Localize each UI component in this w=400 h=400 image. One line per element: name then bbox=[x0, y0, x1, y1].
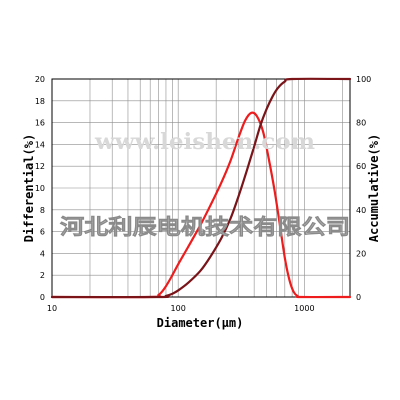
watermark-cjk: 河北利辰电机技术有限公司 bbox=[60, 215, 350, 239]
left-tick-label: 10 bbox=[35, 184, 45, 193]
left-tick-label: 18 bbox=[35, 97, 45, 106]
left-tick-label: 12 bbox=[35, 162, 45, 171]
left-tick-label: 8 bbox=[40, 206, 45, 215]
right-tick-label: 60 bbox=[356, 162, 366, 171]
left-axis-title: Differential(%) bbox=[22, 134, 36, 242]
left-tick-label: 2 bbox=[40, 271, 45, 280]
right-tick-label: 80 bbox=[356, 119, 366, 128]
x-axis-title: Diameter(μm) bbox=[157, 316, 244, 330]
right-tick-label: 0 bbox=[356, 293, 361, 302]
left-tick-label: 6 bbox=[40, 228, 45, 237]
watermark-latin: www.leishen.com bbox=[94, 129, 315, 155]
plot-frame bbox=[51, 78, 351, 298]
x-tick-label: 10 bbox=[47, 304, 57, 313]
x-tick-label: 100 bbox=[171, 304, 186, 313]
right-tick-label: 20 bbox=[356, 249, 366, 258]
x-tick-label: 1000 bbox=[294, 304, 314, 313]
left-tick-label: 20 bbox=[35, 75, 45, 84]
accumulative-curve bbox=[50, 77, 352, 299]
right-tick-label: 40 bbox=[356, 206, 366, 215]
curves bbox=[50, 77, 352, 299]
x-axis-ticks: 10 100 1000 bbox=[47, 304, 315, 313]
left-tick-label: 14 bbox=[35, 140, 45, 149]
left-tick-label: 16 bbox=[35, 119, 45, 128]
grid bbox=[51, 78, 350, 298]
right-tick-label: 100 bbox=[356, 75, 371, 84]
left-tick-label: 0 bbox=[40, 293, 45, 302]
right-axis-ticks: 0 20 40 60 80 100 bbox=[356, 75, 371, 302]
right-axis-title: Accumulative(%) bbox=[367, 134, 381, 242]
left-axis-ticks: 0 2 4 6 8 10 12 14 16 18 20 bbox=[35, 75, 45, 302]
differential-curve bbox=[50, 111, 352, 299]
left-tick-label: 4 bbox=[40, 249, 45, 258]
